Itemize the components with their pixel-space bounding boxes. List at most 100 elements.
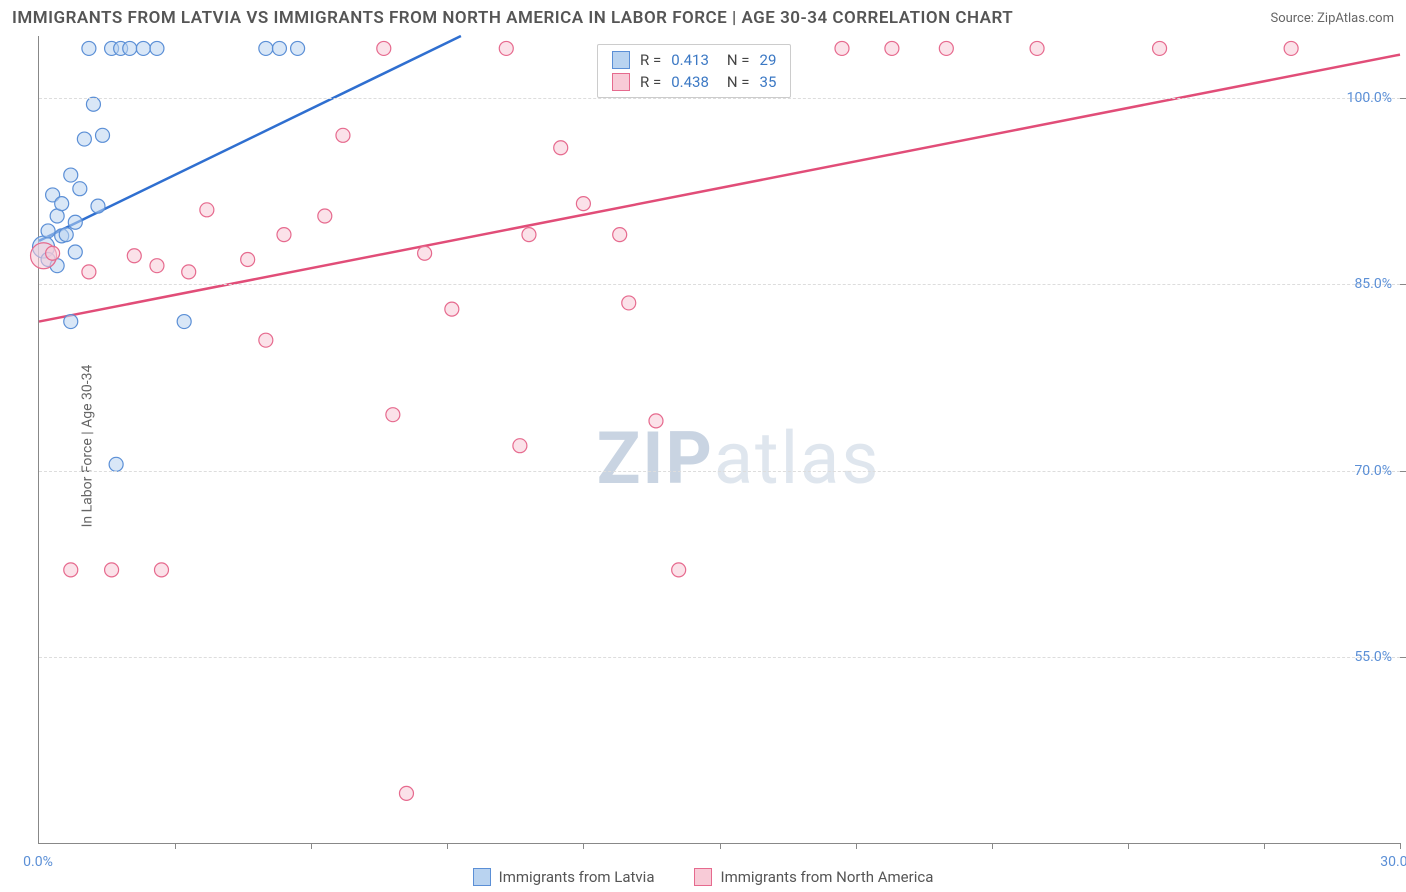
x-tick-label: 0.0% xyxy=(23,854,53,870)
x-tick-mark xyxy=(992,843,993,849)
data-point xyxy=(649,414,663,428)
data-point xyxy=(64,168,78,182)
gridline-h xyxy=(39,657,1400,658)
source-label: Source: xyxy=(1270,11,1317,26)
x-tick-mark xyxy=(583,843,584,849)
data-point xyxy=(64,563,78,577)
x-tick-mark xyxy=(1400,843,1401,849)
data-point xyxy=(399,786,413,800)
data-point xyxy=(336,128,350,142)
x-tick-mark xyxy=(1264,843,1265,849)
data-point xyxy=(127,249,141,263)
data-point xyxy=(272,41,286,55)
data-point xyxy=(318,209,332,223)
data-point xyxy=(82,265,96,279)
gridline-h xyxy=(39,98,1400,99)
data-point xyxy=(59,228,73,242)
data-point xyxy=(513,439,527,453)
data-point xyxy=(377,41,391,55)
chart-header: IMMIGRANTS FROM LATVIA VS IMMIGRANTS FRO… xyxy=(0,0,1406,34)
legend-swatch xyxy=(612,51,630,69)
gridline-h xyxy=(39,471,1400,472)
data-point xyxy=(1284,41,1298,55)
data-point xyxy=(554,141,568,155)
data-point xyxy=(499,41,513,55)
data-point xyxy=(109,457,123,471)
y-tick-mark xyxy=(1400,284,1406,285)
data-point xyxy=(150,41,164,55)
data-point xyxy=(259,41,273,55)
data-point xyxy=(522,228,536,242)
data-point xyxy=(64,315,78,329)
series-legend: Immigrants from Latvia Immigrants from No… xyxy=(0,868,1406,886)
source-link[interactable]: ZipAtlas.com xyxy=(1317,11,1394,26)
data-point xyxy=(259,333,273,347)
data-point xyxy=(96,128,110,142)
y-tick-label: 70.0% xyxy=(1354,463,1392,479)
r-label: R = xyxy=(640,51,661,69)
data-point xyxy=(177,315,191,329)
legend-label: Immigrants from Latvia xyxy=(499,868,655,886)
legend-swatch xyxy=(473,868,491,886)
y-tick-label: 100.0% xyxy=(1347,90,1392,106)
source-attribution: Source: ZipAtlas.com xyxy=(1270,11,1394,26)
data-point xyxy=(55,197,69,211)
x-tick-mark xyxy=(856,843,857,849)
legend-item: Immigrants from Latvia xyxy=(473,868,655,886)
x-tick-mark xyxy=(720,843,721,849)
x-tick-mark xyxy=(175,843,176,849)
y-tick-label: 85.0% xyxy=(1354,276,1392,292)
y-tick-mark xyxy=(1400,98,1406,99)
data-point xyxy=(77,132,91,146)
gridline-h xyxy=(39,284,1400,285)
legend-swatch xyxy=(694,868,712,886)
data-point xyxy=(445,302,459,316)
data-point xyxy=(1153,41,1167,55)
data-point xyxy=(835,41,849,55)
data-point xyxy=(91,199,105,213)
n-label: N = xyxy=(727,73,750,91)
data-point xyxy=(291,41,305,55)
data-point xyxy=(182,265,196,279)
data-point xyxy=(46,246,60,260)
data-point xyxy=(68,215,82,229)
data-point xyxy=(82,41,96,55)
x-tick-mark xyxy=(447,843,448,849)
data-point xyxy=(277,228,291,242)
data-point xyxy=(86,97,100,111)
data-point xyxy=(939,41,953,55)
r-value: 0.413 xyxy=(671,51,709,69)
data-point xyxy=(105,563,119,577)
plot-svg xyxy=(39,36,1400,843)
data-point xyxy=(200,203,214,217)
data-point xyxy=(622,296,636,310)
y-tick-mark xyxy=(1400,471,1406,472)
data-point xyxy=(154,563,168,577)
r-value: 0.438 xyxy=(671,73,709,91)
data-point xyxy=(241,252,255,266)
legend-item: Immigrants from North America xyxy=(694,868,933,886)
data-point xyxy=(576,197,590,211)
data-point xyxy=(68,245,82,259)
data-point xyxy=(672,563,686,577)
r-label: R = xyxy=(640,73,661,91)
n-label: N = xyxy=(727,51,750,69)
x-tick-label: 30.0% xyxy=(1380,854,1406,870)
y-tick-mark xyxy=(1400,657,1406,658)
n-value: 29 xyxy=(760,51,777,69)
correlation-row: R = 0.413 N = 29 xyxy=(598,49,790,71)
data-point xyxy=(885,41,899,55)
x-tick-mark xyxy=(1128,843,1129,849)
data-point xyxy=(1030,41,1044,55)
plot-area: ZIPatlas R =0.413N =29R =0.438N =35 55.0… xyxy=(38,36,1400,844)
data-point xyxy=(41,224,55,238)
data-point xyxy=(418,246,432,260)
data-point xyxy=(73,182,87,196)
chart-title: IMMIGRANTS FROM LATVIA VS IMMIGRANTS FRO… xyxy=(12,8,1013,28)
legend-label: Immigrants from North America xyxy=(720,868,933,886)
data-point xyxy=(136,41,150,55)
data-point xyxy=(123,41,137,55)
n-value: 35 xyxy=(760,73,777,91)
data-point xyxy=(386,408,400,422)
y-tick-label: 55.0% xyxy=(1354,649,1392,665)
